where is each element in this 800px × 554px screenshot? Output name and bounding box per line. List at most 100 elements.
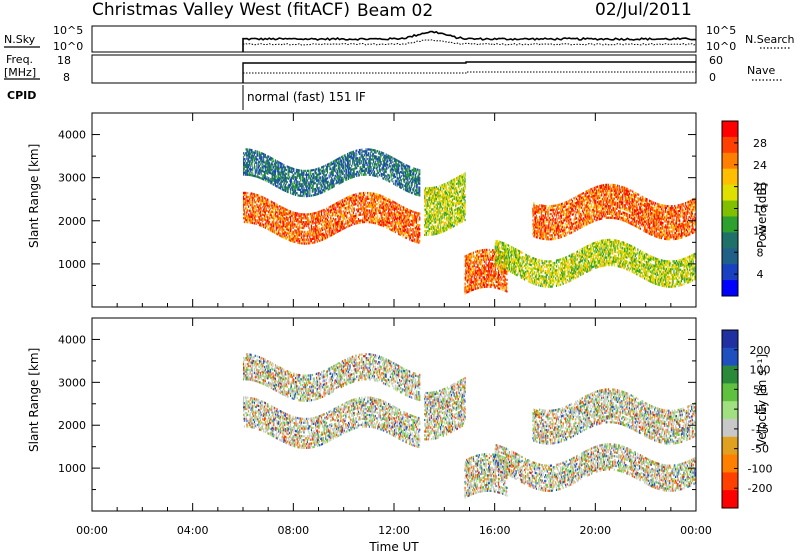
power-echo-cell <box>397 175 398 177</box>
power-echo-cell <box>368 219 369 221</box>
power-echo-cell <box>300 177 301 179</box>
power-echo-cell <box>328 216 329 218</box>
power-echo-cell <box>314 173 315 175</box>
power-echo-cell <box>387 160 388 162</box>
nsky-trace <box>243 32 696 52</box>
power-echo-cell <box>256 162 257 164</box>
power-echo-cell <box>283 227 284 229</box>
power-echo-cell <box>275 173 276 175</box>
power-echo-cell <box>290 192 291 194</box>
power-echo-cell <box>345 219 346 221</box>
power-echo-cell <box>444 230 445 232</box>
power-echo-cell <box>440 227 441 229</box>
power-echo-cell <box>308 193 309 195</box>
power-echo-cell <box>256 168 257 170</box>
power-echo-cell <box>419 187 420 189</box>
cpid-strip: CPID normal (fast) 151 IF <box>7 85 366 110</box>
nave-label: Nave <box>747 64 775 77</box>
power-echo-cell <box>261 203 262 205</box>
power-echo-cell <box>376 193 377 195</box>
power-echo-cell <box>261 209 262 211</box>
power-echo-cell <box>413 175 414 177</box>
power-echo-cell <box>308 225 309 227</box>
power-echo-cell <box>465 213 466 215</box>
power-echo-cell <box>374 167 375 169</box>
power-echo-cell <box>419 218 420 220</box>
power-echo-cell <box>293 233 294 235</box>
power-echo-cell <box>343 180 344 182</box>
power-echo-cell <box>409 219 410 221</box>
power-echo-cell <box>346 214 347 216</box>
power-echo-cell <box>366 158 367 160</box>
power-echo-cell <box>389 218 390 220</box>
power-echo-cell <box>291 181 292 183</box>
power-echo-cell <box>456 187 457 189</box>
power-echo-cell <box>273 160 274 162</box>
power-echo-cell <box>345 204 346 206</box>
power-echo-cell <box>366 217 367 219</box>
power-echo-cell <box>254 167 255 169</box>
power-echo-cell <box>361 162 362 164</box>
power-echo-cell <box>413 230 414 232</box>
power-echo-cell <box>346 203 347 205</box>
power-echo-cell <box>361 152 362 154</box>
power-echo-cell <box>286 173 287 175</box>
power-echo-cell <box>337 170 338 172</box>
power-echo-cell <box>465 182 466 184</box>
power-echo-cell <box>243 196 244 198</box>
power-echo-cell <box>415 168 416 170</box>
power-echo-cell <box>320 176 321 178</box>
power-echo-cell <box>427 201 428 203</box>
power-echo-cell <box>368 192 369 194</box>
power-echo-cell <box>427 215 428 217</box>
power-echo-cell <box>376 213 377 215</box>
power-echo-cell <box>310 171 311 173</box>
power-echo-cell <box>443 188 444 190</box>
power-echo-cell <box>343 220 344 222</box>
power-echo-cell <box>366 164 367 166</box>
power-echo-cell <box>303 217 304 219</box>
power-panel: 1000200030004000 Slant Range [km] 282420… <box>27 113 769 307</box>
power-echo-cell <box>460 181 461 183</box>
power-echo-cell <box>282 187 283 189</box>
power-echo-cell <box>361 160 362 162</box>
power-echo-cell <box>305 215 306 217</box>
power-echo-cell <box>303 170 304 172</box>
power-echo-cell <box>246 207 247 209</box>
power-echo-cell <box>307 195 308 197</box>
power-echo-cell <box>419 181 420 183</box>
power-echo-cell <box>389 175 390 177</box>
power-echo-cell <box>465 178 466 180</box>
cpid-label: CPID <box>7 89 36 102</box>
power-echo-cell <box>308 172 309 174</box>
power-echo-cell <box>278 165 279 167</box>
power-echo-cell <box>303 227 304 229</box>
power-echo-cell <box>257 214 258 216</box>
power-echo-cell <box>256 164 257 166</box>
power-echo-cell <box>389 220 390 222</box>
power-echo-cell <box>465 292 466 294</box>
power-echo-cell <box>316 168 317 170</box>
power-echo-cell <box>343 167 344 169</box>
power-echo-cell <box>458 194 459 196</box>
power-echo-cell <box>374 173 375 175</box>
power-echo-cell <box>395 176 396 178</box>
plot-title: Christmas Valley West (fitACF) <box>92 0 350 20</box>
power-echo-cell <box>317 241 318 243</box>
power-echo-cell <box>363 160 364 162</box>
power-echo-cell <box>277 212 278 214</box>
power-echo-cell <box>414 238 415 240</box>
power-echo-cell <box>428 209 429 211</box>
power-echo-cell <box>288 191 289 193</box>
power-echo-cell <box>419 183 420 185</box>
power-echo-cell <box>454 213 455 215</box>
power-echo-cell <box>243 174 244 176</box>
power-echo-cell <box>322 227 323 229</box>
power-echo-cell <box>301 235 302 237</box>
power-echo-cell <box>274 232 275 234</box>
power-echo-cell <box>360 214 361 216</box>
power-echo-cell <box>401 181 402 183</box>
power-echo-cell <box>363 192 364 194</box>
power-echo-cell <box>425 201 426 203</box>
power-echo-cell <box>308 189 309 191</box>
